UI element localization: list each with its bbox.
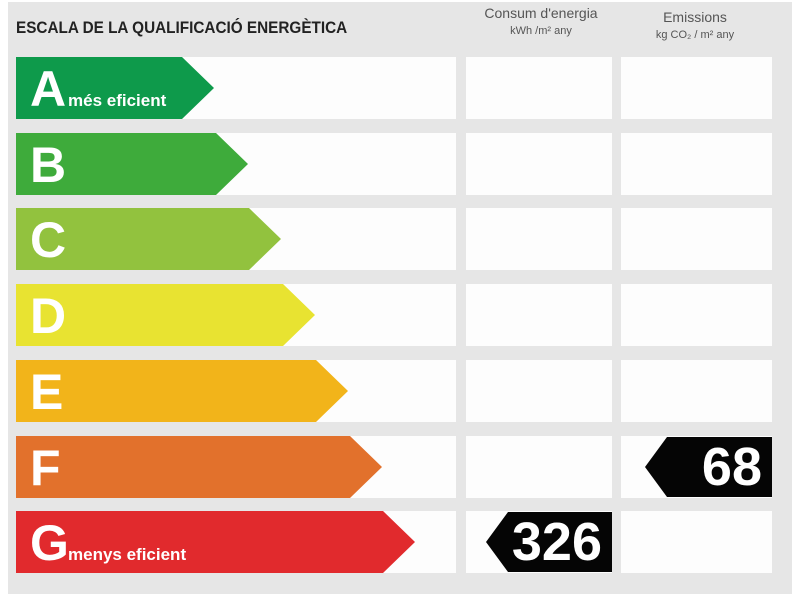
emissions-cell-e: [621, 360, 772, 422]
scale-arrow-b: B: [16, 133, 248, 195]
energy-cell-a: [466, 57, 612, 119]
scale-letter: E: [30, 364, 64, 420]
scale-letter: B: [30, 137, 67, 193]
arrow-shape: [16, 133, 248, 195]
energy-cell-b: [466, 133, 612, 195]
energy-indicator: 326: [486, 512, 612, 572]
emissions-cell-a: [621, 57, 772, 119]
arrow-shape: [16, 284, 315, 346]
page-title: ESCALA DE LA QUALIFICACIÓ ENERGÈTICA: [16, 18, 348, 37]
scale-label: menys eficient: [68, 545, 187, 564]
indicator-arrow: [486, 512, 612, 572]
emissions-cell-b: [621, 133, 772, 195]
energy-cell-c: [466, 208, 612, 270]
scale-arrow-c: C: [16, 208, 281, 270]
energy-column-unit: kWh /m² any: [510, 25, 572, 37]
emissions-indicator: 68: [645, 437, 772, 497]
scale-arrow-f: F: [16, 436, 382, 498]
arrow-shape: [16, 511, 415, 573]
energy-cell-d: [466, 284, 612, 346]
scale-letter: D: [30, 288, 67, 344]
arrow-shape: [16, 208, 281, 270]
arrow-shape: [16, 436, 382, 498]
emissions-cell-d: [621, 284, 772, 346]
emissions-cell-c: [621, 208, 772, 270]
arrow-shape: [16, 57, 214, 119]
scale-letter: F: [30, 440, 61, 496]
energy-cell-e: [466, 360, 612, 422]
scale-arrow-d: D: [16, 284, 315, 346]
energy-cell-f: [466, 436, 612, 498]
emissions-column-header: Emissions kg CO₂ / m² any: [620, 8, 770, 43]
scale-label: més eficient: [68, 91, 167, 110]
scale-letter: A: [30, 61, 67, 117]
emissions-column-unit: kg CO₂ / m² any: [655, 29, 735, 41]
energy-indicator-value: 326: [511, 512, 602, 572]
energy-column-header: Consum d'energia kWh /m² any: [466, 4, 616, 39]
scale-letter: G: [30, 515, 69, 571]
scale-arrow-e: E: [16, 360, 348, 422]
arrow-shape: [16, 360, 348, 422]
indicator-arrow: [645, 437, 772, 497]
emissions-cell-g: [621, 511, 772, 573]
energy-column-title: Consum d'energia: [484, 5, 598, 21]
emissions-column-title: Emissions: [663, 9, 727, 25]
scale-letter: C: [30, 212, 67, 268]
emissions-indicator-value: 68: [701, 437, 762, 497]
